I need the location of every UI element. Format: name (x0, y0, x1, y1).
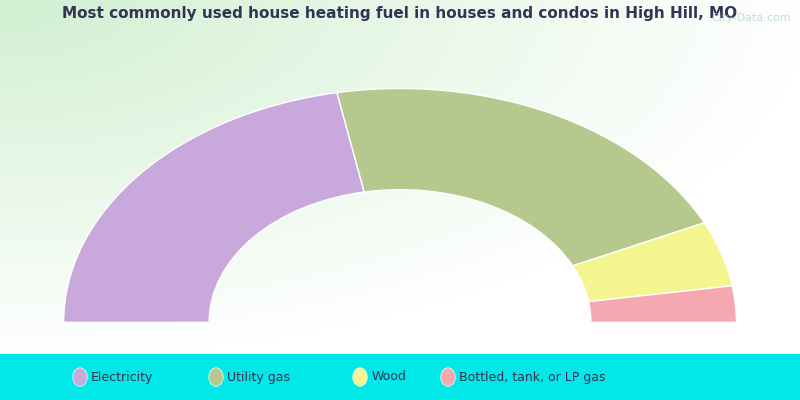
Ellipse shape (353, 368, 367, 386)
Text: Electricity: Electricity (91, 370, 154, 384)
Wedge shape (337, 88, 704, 266)
Wedge shape (64, 93, 364, 322)
Ellipse shape (209, 368, 223, 386)
Text: Utility gas: Utility gas (227, 370, 290, 384)
Ellipse shape (441, 368, 455, 386)
Text: Wood: Wood (371, 370, 406, 384)
Text: Most commonly used house heating fuel in houses and condos in High Hill, MO: Most commonly used house heating fuel in… (62, 6, 738, 21)
Ellipse shape (73, 368, 87, 386)
Wedge shape (573, 223, 732, 302)
Text: City-Data.com: City-Data.com (711, 13, 791, 23)
Text: Bottled, tank, or LP gas: Bottled, tank, or LP gas (459, 370, 606, 384)
Wedge shape (589, 286, 736, 322)
